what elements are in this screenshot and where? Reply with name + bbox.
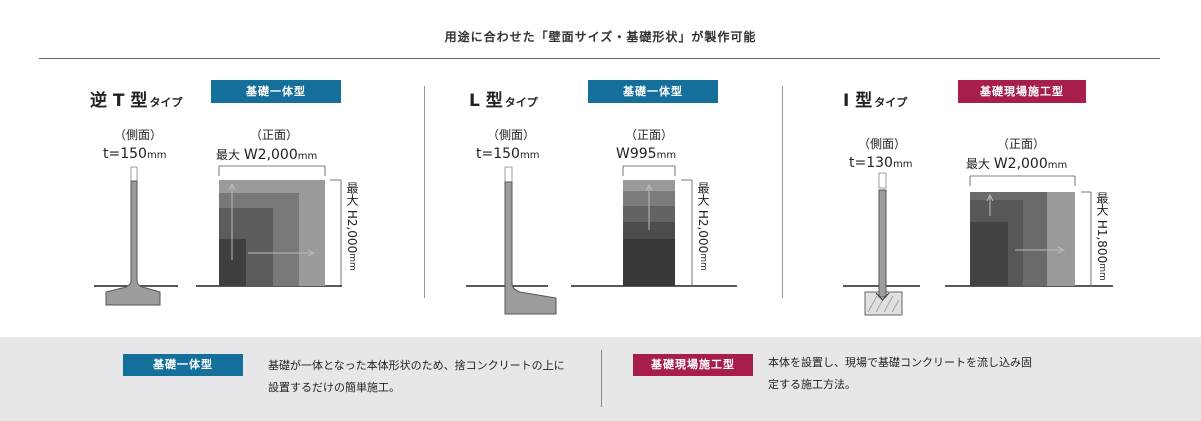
i-type-front-view <box>945 175 1113 287</box>
type-name: 逆 T 型 <box>90 91 148 111</box>
type-suffix: タイプ <box>504 96 538 109</box>
type-title-i: I 型タイプ <box>843 86 907 111</box>
column-divider-2 <box>782 86 783 298</box>
front-height: 最大 H2,000mm <box>345 182 359 271</box>
type-title-l: L 型タイプ <box>469 86 538 111</box>
legend-badge-integrated: 基礎一体型 <box>123 354 243 376</box>
front-height: 最大 H2,000mm <box>696 182 710 271</box>
legend-badge-onsite: 基礎現場施工型 <box>633 354 753 376</box>
column-divider-1 <box>424 86 425 298</box>
type-title-inverted-t: 逆 T 型タイプ <box>90 86 182 111</box>
inverted-t-front-view <box>196 165 342 287</box>
legend-desc-integrated: 基礎が一体となった本体形状のため、捨コンクリートの上に 設置するだけの簡単施工。 <box>268 359 565 394</box>
type-name: L 型 <box>469 91 503 111</box>
type-name: I 型 <box>843 91 873 111</box>
side-view-label: （側面） <box>858 137 907 151</box>
type-badge: 基礎一体型 <box>588 80 718 103</box>
wall-diagrams <box>94 165 1113 316</box>
heading-rule <box>39 58 1160 59</box>
front-width: 最大 W2,000mm <box>216 147 318 163</box>
side-thickness: t=150mm <box>103 146 167 162</box>
legend-divider <box>601 350 602 407</box>
type-badge: 基礎現場施工型 <box>958 80 1086 103</box>
front-width: W995mm <box>616 146 677 162</box>
side-thickness: t=130mm <box>849 155 913 171</box>
legend-desc-onsite: 本体を設置し、現場で基礎コンクリートを流し込み固 定する施工方法。 <box>768 356 1032 391</box>
side-thickness: t=150mm <box>476 146 540 162</box>
inverted-t-side-view <box>94 166 178 306</box>
side-view-label: （側面） <box>487 128 536 142</box>
front-view-label: （正面） <box>625 128 674 142</box>
l-type-side-view <box>466 166 557 315</box>
front-height: 最大 H1,800mm <box>1095 192 1109 281</box>
l-type-front-view <box>571 165 737 287</box>
front-view-label: （正面） <box>997 137 1046 151</box>
type-suffix: タイプ <box>149 96 183 109</box>
type-badge: 基礎一体型 <box>211 80 341 103</box>
legend-panel <box>0 337 1201 421</box>
type-suffix: タイプ <box>874 96 908 109</box>
page-heading: 用途に合わせた「壁面サイズ・基礎形状」が製作可能 <box>444 30 757 44</box>
i-type-side-view <box>843 172 920 316</box>
side-view-label: （側面） <box>114 128 163 142</box>
front-width: 最大 W2,000mm <box>966 156 1068 172</box>
front-view-label: （正面） <box>250 128 299 142</box>
